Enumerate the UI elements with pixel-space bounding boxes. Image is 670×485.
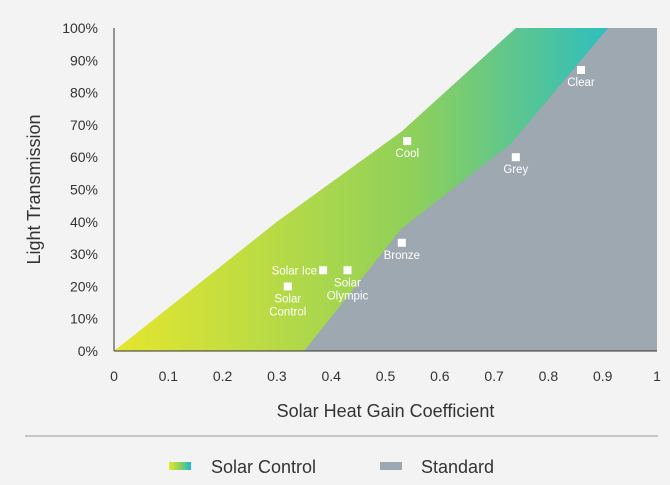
legend: Solar Control Standard (169, 457, 494, 477)
y-tick-label: 40% (70, 214, 98, 230)
data-point-marker (576, 65, 585, 74)
data-point-marker (343, 266, 352, 275)
x-tick-label: 0.2 (213, 368, 233, 384)
y-tick-label: 60% (70, 149, 98, 165)
data-point: Cool (395, 137, 419, 160)
data-point: Bronze (384, 238, 420, 262)
legend-label-solar-control: Solar Control (211, 457, 316, 477)
data-point-label: Bronze (384, 250, 420, 262)
y-tick-label: 50% (70, 182, 98, 198)
data-point: Solar Olympic (327, 266, 369, 302)
data-point-marker (397, 238, 406, 247)
data-point: Clear (567, 65, 595, 89)
x-axis-title: Solar Heat Gain Coefficient (277, 401, 495, 421)
x-tick-label: 0 (110, 368, 118, 384)
y-tick-label: 100% (62, 20, 98, 36)
plot-area (114, 28, 657, 351)
data-point-label: Cool (395, 148, 419, 160)
data-point-marker (319, 266, 328, 275)
x-ticks: 0 0.1 0.2 0.3 0.4 0.5 0.6 0.7 0.8 0.9 1 (110, 368, 661, 384)
data-point-marker (511, 153, 520, 162)
data-point-label: Solar Control (269, 293, 306, 318)
y-tick-label: 0% (78, 343, 98, 359)
y-tick-label: 30% (70, 246, 98, 262)
legend-swatch-solar-control (169, 462, 191, 470)
x-tick-label: 0.9 (593, 368, 613, 384)
data-point-label: Solar Olympic (327, 277, 369, 302)
y-tick-label: 90% (70, 52, 98, 68)
x-tick-label: 0.8 (539, 368, 559, 384)
legend-swatch-standard (380, 462, 402, 470)
data-point-label: Solar Ice (272, 265, 317, 277)
x-tick-label: 0.3 (267, 368, 287, 384)
x-tick-label: 1 (653, 368, 661, 384)
data-point-label: Clear (567, 77, 595, 89)
x-tick-label: 0.6 (430, 368, 450, 384)
y-tick-label: 10% (70, 311, 98, 327)
x-tick-label: 0.4 (321, 368, 341, 384)
data-point-marker (283, 282, 292, 291)
y-ticks: 0% 10% 20% 30% 40% 50% 60% 70% 80% 90% 100% (62, 20, 98, 359)
x-tick-label: 0.7 (484, 368, 504, 384)
data-point: Solar Control (269, 282, 306, 318)
data-point-marker (403, 137, 412, 146)
legend-label-standard: Standard (421, 457, 494, 477)
data-points: Clear Cool Grey Bronze Solar Ice Solar Olympic… (269, 65, 595, 318)
data-point: Solar Ice (272, 265, 328, 277)
x-tick-label: 0.1 (159, 368, 179, 384)
y-axis-title: Light Transmission (24, 114, 44, 264)
axes (113, 28, 657, 352)
area-standard (304, 28, 657, 351)
y-tick-label: 80% (70, 85, 98, 101)
y-tick-label: 70% (70, 117, 98, 133)
x-tick-label: 0.5 (376, 368, 396, 384)
y-tick-label: 20% (70, 278, 98, 294)
data-point: Grey (503, 153, 529, 176)
data-point-label: Grey (503, 164, 528, 176)
